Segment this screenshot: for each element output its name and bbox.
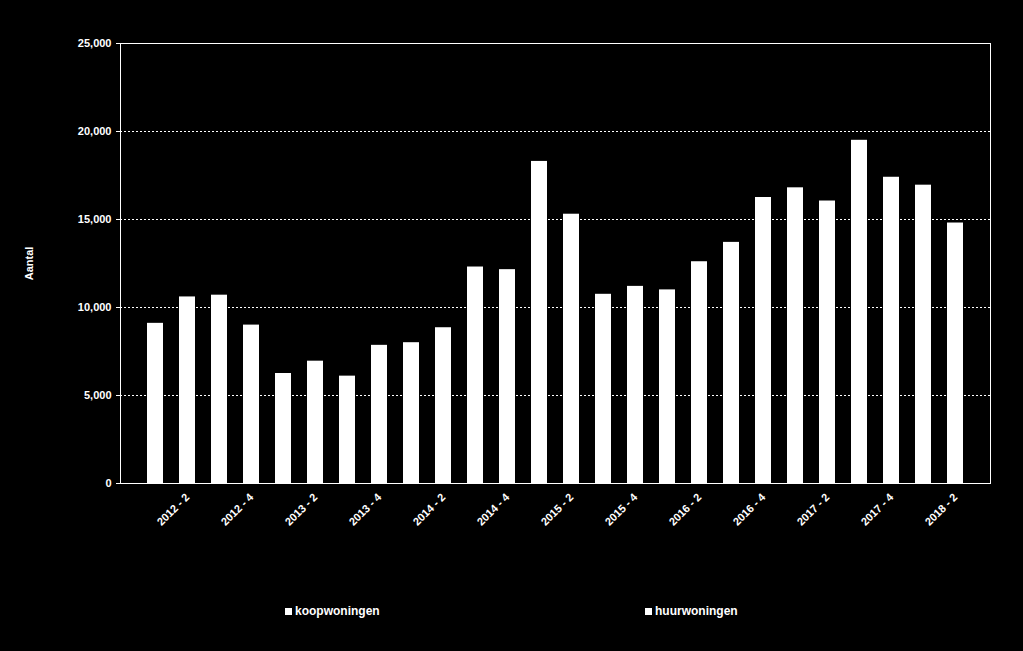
svg-text:2017 - 2: 2017 - 2 bbox=[794, 491, 831, 528]
svg-text:2017 - 4: 2017 - 4 bbox=[858, 490, 896, 528]
svg-text:5,000: 5,000 bbox=[84, 389, 112, 401]
svg-text:2018 - 2: 2018 - 2 bbox=[922, 491, 959, 528]
svg-text:2014 - 2: 2014 - 2 bbox=[410, 491, 447, 528]
svg-text:0: 0 bbox=[105, 477, 111, 489]
svg-text:2015 - 4: 2015 - 4 bbox=[602, 490, 640, 528]
svg-text:20,000: 20,000 bbox=[78, 125, 112, 137]
svg-text:2015 - 2: 2015 - 2 bbox=[538, 491, 575, 528]
svg-text:2016 - 4: 2016 - 4 bbox=[730, 490, 768, 528]
svg-text:2013 - 2: 2013 - 2 bbox=[282, 491, 319, 528]
svg-text:2013 - 4: 2013 - 4 bbox=[346, 490, 384, 528]
html-text:huurwoningen: huurwoningen bbox=[655, 604, 738, 618]
svg-text:2012 - 4: 2012 - 4 bbox=[218, 490, 256, 528]
html-text:koopwoningen: koopwoningen bbox=[295, 604, 380, 618]
svg-text:2014 - 4: 2014 - 4 bbox=[474, 490, 512, 528]
svg-text:Aantal: Aantal bbox=[23, 247, 35, 281]
svg-text:15,000: 15,000 bbox=[78, 213, 112, 225]
svg-text:25,000: 25,000 bbox=[78, 37, 112, 49]
svg-text:2012 - 2: 2012 - 2 bbox=[154, 491, 191, 528]
svg-text:2016 - 2: 2016 - 2 bbox=[666, 491, 703, 528]
svg-text:10,000: 10,000 bbox=[78, 301, 112, 313]
